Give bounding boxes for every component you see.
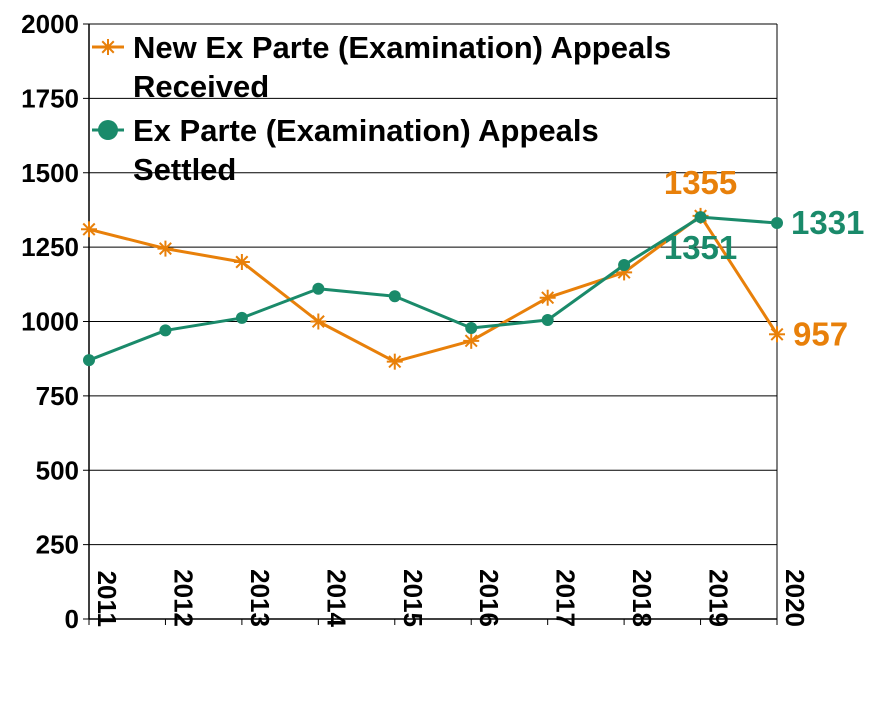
data-label: 1351 <box>664 229 737 266</box>
series-1-point <box>235 311 248 324</box>
legend: New Ex Parte (Examination) Appeals Receiv… <box>92 30 671 187</box>
legend-label: New Ex Parte (Examination) Appeals <box>133 30 671 65</box>
series-line-0 <box>88 214 779 364</box>
y-tick-label: 1500 <box>21 158 79 188</box>
series-0-point <box>463 332 480 349</box>
x-tick-label: 2017 <box>551 569 581 627</box>
x-tick-label: 2016 <box>474 569 504 627</box>
series-1-point <box>465 322 478 335</box>
legend-item: New Ex Parte (Examination) Appeals Receiv… <box>92 30 671 104</box>
legend-swatch-marker <box>100 39 116 55</box>
axes <box>83 23 778 625</box>
y-tick-label: 500 <box>36 455 79 485</box>
x-tick-label: 2019 <box>704 569 734 627</box>
series-0-point <box>539 289 556 306</box>
legend-label: Ex Parte (Examination) Appeals <box>133 113 599 148</box>
y-tick-label: 0 <box>65 604 79 634</box>
data-labels: 1355 957 1351 1331 <box>664 164 865 352</box>
series-0-point <box>233 254 250 270</box>
y-tick-label: 1000 <box>21 307 79 337</box>
x-tick-label: 2013 <box>245 569 275 627</box>
y-tick-label: 1750 <box>21 83 79 113</box>
x-tick-label: 2014 <box>321 569 351 627</box>
y-tick-labels: 0 250 500 750 1000 1250 1500 1750 2000 <box>21 9 79 634</box>
series-1-point <box>159 324 172 337</box>
legend-swatch-marker <box>98 120 118 140</box>
legend-item: Ex Parte (Examination) Appeals Settled <box>92 113 599 187</box>
series-0-point <box>386 353 403 370</box>
x-tick-label: 2011 <box>92 571 122 627</box>
series-0-point <box>157 240 174 257</box>
y-tick-label: 750 <box>36 381 79 411</box>
series-1-point <box>541 314 554 327</box>
data-label: 1331 <box>791 204 864 241</box>
x-tick-label: 2015 <box>398 569 428 627</box>
gridlines <box>89 23 777 620</box>
series-1-point <box>771 217 783 230</box>
x-tick-label: 2018 <box>627 569 657 627</box>
legend-label: Settled <box>133 152 236 187</box>
y-tick-label: 2000 <box>21 9 79 39</box>
series-0-point <box>769 326 785 343</box>
data-label: 957 <box>793 315 848 352</box>
series-1-point <box>83 354 95 367</box>
y-tick-label: 1250 <box>21 232 79 262</box>
series-0-point <box>81 221 97 238</box>
legend-label: Received <box>133 69 269 104</box>
data-label: 1355 <box>664 164 737 201</box>
series-0-point <box>310 313 327 330</box>
x-tick-label: 2012 <box>168 569 198 627</box>
series-1-point <box>694 211 707 224</box>
series-1-point <box>388 290 401 303</box>
x-tick-label: 2020 <box>780 569 810 627</box>
series-1-point <box>312 282 325 295</box>
series-line-1 <box>88 215 778 362</box>
series-group <box>81 207 785 370</box>
x-tick-labels: 2011 2012 2013 2014 2015 2016 2017 2018 2019 2020 <box>92 569 810 627</box>
series-1-point <box>618 258 631 271</box>
y-tick-label: 250 <box>36 530 79 560</box>
